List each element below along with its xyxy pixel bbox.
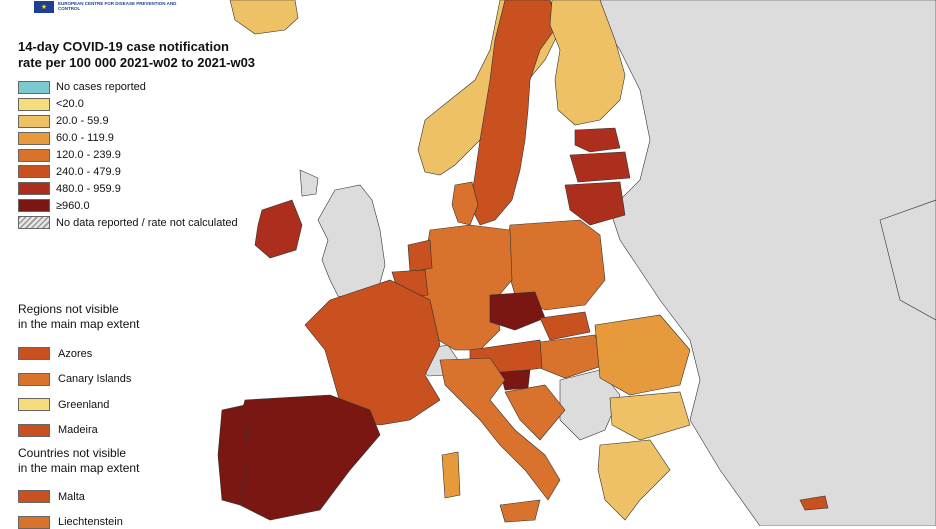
country-item: Malta [18, 490, 85, 503]
country-italy [439, 357, 561, 501]
item-swatch [18, 490, 50, 503]
region-greenland-stub [229, 0, 299, 35]
item-swatch [18, 515, 50, 529]
legend-swatch [18, 216, 50, 230]
regions-title-line1: Regions not visible [18, 302, 119, 316]
eu-flag-icon: ★ [34, 1, 54, 13]
country-romania [594, 314, 691, 396]
legend-item: <20.0 [18, 96, 238, 113]
legend-item: 60.0 - 119.9 [18, 130, 238, 147]
countries-title-line2: in the main map extent [18, 461, 140, 475]
country-sweden [469, 0, 559, 226]
item-label: Canary Islands [58, 373, 132, 385]
country-france [304, 279, 441, 426]
country-item: Liechtenstein [18, 515, 123, 529]
legend-item: 240.0 - 479.9 [18, 163, 238, 180]
legend-item: No data reported / rate not calculated [18, 214, 238, 231]
country-slovakia [539, 311, 591, 341]
region-item: Madeira [18, 423, 98, 437]
country-spain [237, 394, 381, 521]
legend-label: 60.0 - 119.9 [56, 132, 114, 145]
country-latvia [569, 151, 631, 183]
countries-title-line1: Countries not visible [18, 446, 127, 460]
country-bulgaria [609, 391, 691, 441]
non-eu-land [299, 0, 936, 526]
ecdc-logo-text: EUROPEAN CENTRE FOR DISEASE PREVENTION A… [58, 1, 177, 11]
legend-swatch [18, 148, 50, 162]
item-label: Liechtenstein [58, 516, 123, 528]
legend-swatch [18, 182, 50, 196]
legend-label: 240.0 - 479.9 [56, 165, 121, 178]
legend-label: No data reported / rate not calculated [56, 216, 238, 229]
island-sardinia [441, 451, 461, 499]
legend-item: ≥960.0 [18, 197, 238, 214]
island-sicily [499, 499, 541, 523]
legend-swatch [18, 199, 50, 213]
country-ireland [254, 199, 303, 259]
legend-swatch [18, 114, 50, 128]
region-item: Azores [18, 347, 92, 360]
item-swatch [18, 398, 50, 411]
country-czechia [489, 291, 546, 331]
country-cyprus [799, 495, 829, 511]
region-item: Greenland [18, 398, 109, 411]
countries-section-title: Countries not visible in the main map ex… [18, 446, 139, 476]
country-netherlands [407, 239, 433, 273]
legend-label: 20.0 - 59.9 [56, 115, 109, 128]
item-label: Greenland [58, 398, 110, 411]
country-portugal [217, 404, 249, 506]
legend-label: No cases reported [56, 81, 146, 94]
rate-legend: No cases reported <20.0 20.0 - 59.9 60.0 - … [18, 79, 238, 231]
country-finland [549, 0, 626, 126]
country-estonia [574, 127, 621, 153]
item-label: Azores [58, 347, 93, 360]
legend-item: 480.0 - 959.9 [18, 180, 238, 197]
item-swatch [18, 347, 50, 360]
legend-label: 120.0 - 239.9 [56, 149, 121, 161]
regions-section-title: Regions not visible in the main map exte… [18, 302, 139, 332]
legend-swatch [18, 97, 50, 111]
item-label: Madeira [58, 424, 98, 436]
region-item: Canary Islands [18, 372, 132, 386]
map-title-line2: rate per 100 000 2021-w02 to 2021-w03 [18, 55, 256, 70]
ecdc-logo: ★ EUROPEAN CENTRE FOR DISEASE PREVENTION… [34, 0, 194, 14]
item-label: Malta [58, 490, 85, 503]
legend-item: No cases reported [18, 79, 238, 96]
legend-label: ≥960.0 [56, 199, 90, 212]
legend-label: <20.0 [56, 98, 84, 111]
regions-title-line2: in the main map extent [18, 317, 140, 331]
legend-item: 120.0 - 239.9 [18, 147, 238, 164]
country-greece [597, 439, 671, 521]
map-title: 14-day COVID-19 case notification rate p… [18, 39, 255, 71]
map-title-line1: 14-day COVID-19 case notification [18, 39, 229, 54]
item-swatch [18, 423, 50, 437]
legend-swatch [18, 131, 50, 145]
item-swatch [18, 372, 50, 386]
legend-swatch [18, 80, 50, 94]
country-croatia [504, 384, 566, 441]
legend-item: 20.0 - 59.9 [18, 113, 238, 130]
legend-label: 480.0 - 959.9 [56, 182, 121, 195]
legend-swatch [18, 165, 50, 179]
country-lithuania [564, 181, 626, 226]
